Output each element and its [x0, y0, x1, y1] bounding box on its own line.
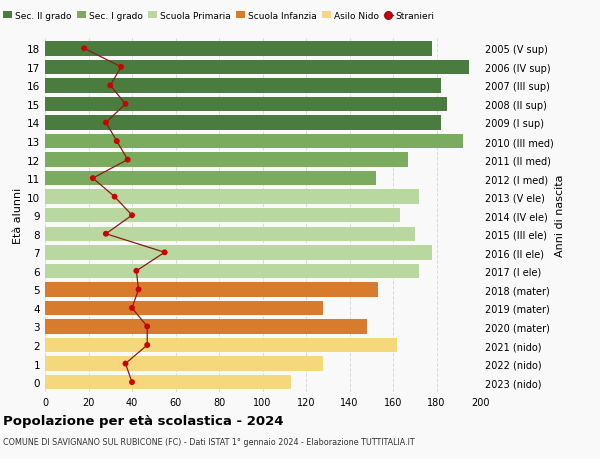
- Point: [79, 45, 89, 53]
- Bar: [45, 283, 378, 297]
- Point: [123, 157, 133, 164]
- Bar: [45, 190, 419, 204]
- Point: [116, 64, 126, 71]
- Point: [101, 119, 111, 127]
- Bar: [45, 153, 408, 168]
- Bar: [45, 357, 323, 371]
- Point: [127, 305, 137, 312]
- Point: [160, 249, 169, 257]
- Bar: [45, 338, 397, 353]
- Point: [127, 379, 137, 386]
- Point: [142, 341, 152, 349]
- Bar: [45, 172, 376, 186]
- Point: [101, 230, 111, 238]
- Point: [142, 323, 152, 330]
- Bar: [45, 301, 323, 315]
- Bar: [45, 97, 448, 112]
- Point: [121, 360, 130, 368]
- Point: [112, 138, 122, 146]
- Bar: [45, 264, 419, 279]
- Y-axis label: Età alunni: Età alunni: [13, 188, 23, 244]
- Bar: [45, 227, 415, 241]
- Bar: [45, 79, 441, 94]
- Point: [106, 83, 115, 90]
- Bar: [45, 319, 367, 334]
- Y-axis label: Anni di nascita: Anni di nascita: [555, 174, 565, 257]
- Bar: [45, 116, 441, 130]
- Point: [110, 194, 119, 201]
- Legend: Sec. II grado, Sec. I grado, Scuola Primaria, Scuola Infanzia, Asilo Nido, Stran: Sec. II grado, Sec. I grado, Scuola Prim…: [0, 8, 438, 24]
- Point: [88, 175, 98, 182]
- Point: [127, 212, 137, 219]
- Point: [131, 268, 141, 275]
- Bar: [45, 42, 432, 56]
- Bar: [45, 375, 291, 390]
- Point: [134, 286, 143, 293]
- Bar: [45, 246, 432, 260]
- Text: Popolazione per età scolastica - 2024: Popolazione per età scolastica - 2024: [3, 414, 284, 427]
- Point: [121, 101, 130, 108]
- Bar: [45, 208, 400, 223]
- Text: COMUNE DI SAVIGNANO SUL RUBICONE (FC) - Dati ISTAT 1° gennaio 2024 - Elaborazion: COMUNE DI SAVIGNANO SUL RUBICONE (FC) - …: [3, 437, 415, 446]
- Bar: [45, 61, 469, 75]
- Bar: [45, 134, 463, 149]
